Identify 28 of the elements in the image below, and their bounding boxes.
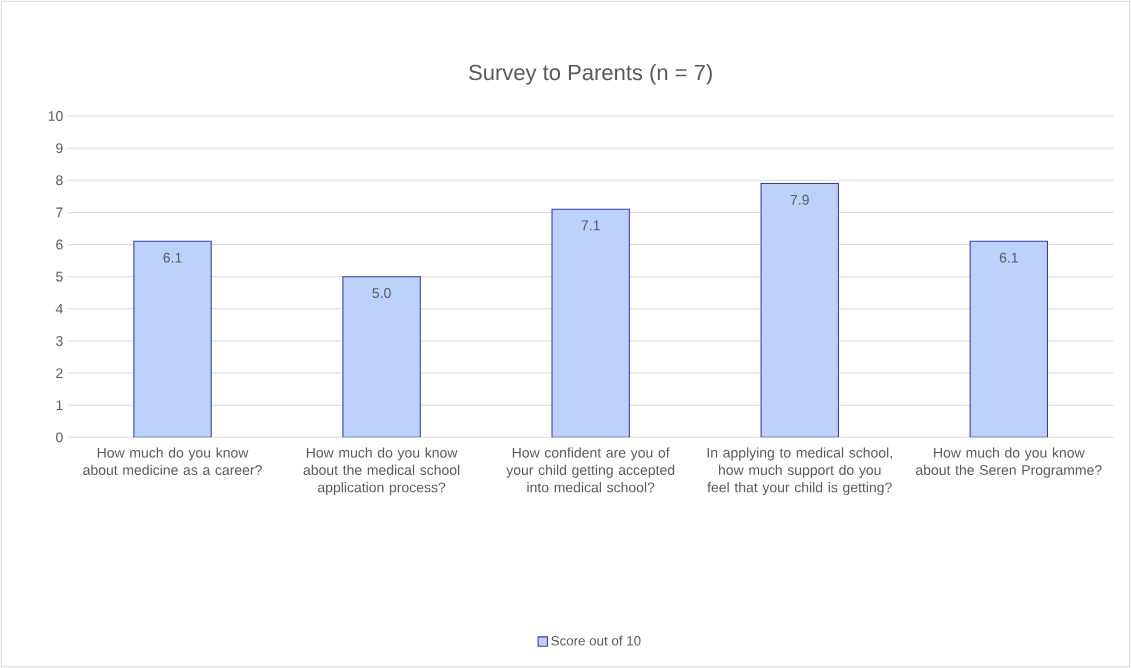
y-tick-label: 9 [56,143,63,154]
bar [969,240,1049,438]
legend-label: Score out of 10 [551,635,641,646]
x-tick-label: How much do you know about the medical school application process? [303,447,460,496]
x-tick-label: How confident are you of your child getting accepted into medical school? [506,447,675,493]
data-label: 7.1 [581,220,600,231]
y-tick-label: 0 [56,432,63,443]
data-label: 6.1 [163,252,182,263]
bar [342,276,421,438]
bar [760,182,839,438]
data-label: 7.9 [790,194,809,205]
bar [551,208,630,438]
y-tick-label: 8 [56,175,63,186]
y-tick-label: 4 [55,304,63,314]
y-tick-label: 6 [56,239,63,250]
data-label: 5.0 [372,288,391,298]
x-tick-label: How much do you know about the Seren Programme? [916,447,1102,478]
bar [133,240,212,438]
x-tick-label: In applying to medical school, how much support do you feel that your child is getting? [707,447,892,496]
y-tick-label: 10 [48,111,63,121]
data-label: 6.1 [999,252,1018,263]
y-tick-label: 7 [56,207,63,218]
y-tick-label: 3 [56,335,63,346]
x-tick-label: How much do you know about medicine as a career? [83,447,262,475]
y-tick-label: 5 [56,271,63,282]
y-tick-label: 2 [56,368,63,378]
chart-title: Survey to Parents (n = 7) [469,64,712,85]
y-tick-label: 1 [56,400,63,411]
